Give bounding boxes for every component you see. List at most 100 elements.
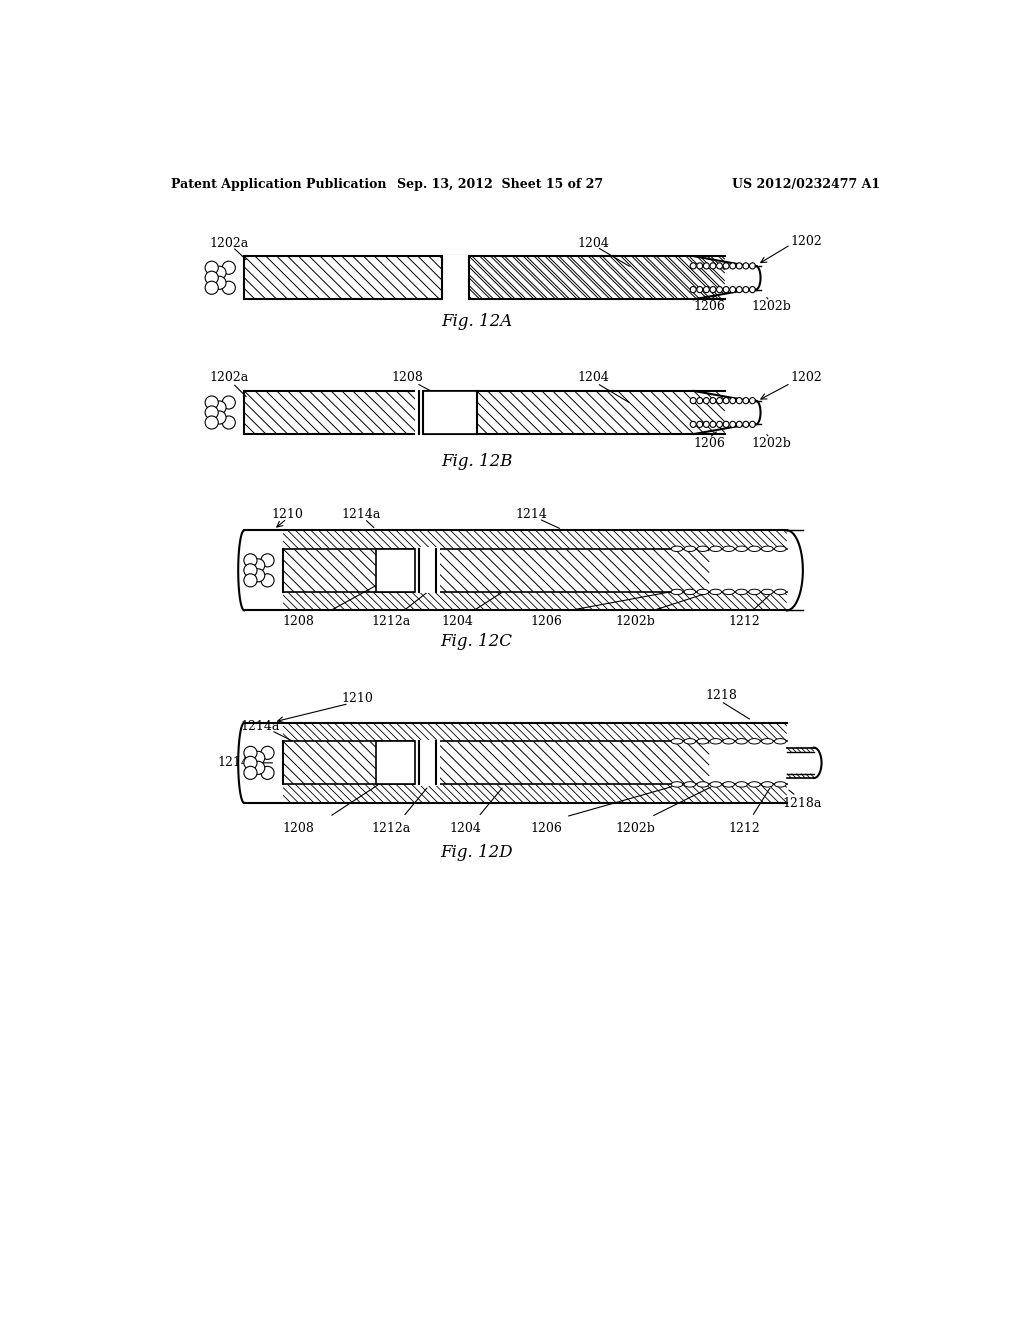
Ellipse shape <box>671 739 683 744</box>
Text: 1214: 1214 <box>217 756 249 770</box>
Ellipse shape <box>703 263 710 269</box>
Ellipse shape <box>750 421 756 428</box>
Text: 1210: 1210 <box>341 693 373 705</box>
Ellipse shape <box>736 286 742 293</box>
Circle shape <box>205 261 218 275</box>
Ellipse shape <box>762 589 773 594</box>
Circle shape <box>252 762 265 775</box>
Bar <box>415 739 439 785</box>
Ellipse shape <box>774 589 786 594</box>
Text: Fig. 12D: Fig. 12D <box>440 845 513 862</box>
Text: 1204: 1204 <box>578 236 609 249</box>
Ellipse shape <box>736 263 742 269</box>
Circle shape <box>213 411 226 424</box>
Text: 1212a: 1212a <box>372 615 411 628</box>
Text: 1206: 1206 <box>530 615 562 628</box>
Circle shape <box>205 281 218 294</box>
Bar <box>376 549 415 591</box>
Ellipse shape <box>736 397 742 404</box>
Circle shape <box>252 558 265 572</box>
Ellipse shape <box>684 781 695 787</box>
Ellipse shape <box>735 589 748 594</box>
Text: 1206: 1206 <box>693 300 726 313</box>
Text: US 2012/0232477 A1: US 2012/0232477 A1 <box>731 178 880 190</box>
Text: 1214: 1214 <box>515 508 548 520</box>
Text: 1218: 1218 <box>706 689 737 702</box>
Circle shape <box>261 746 274 759</box>
Text: Fig. 12C: Fig. 12C <box>440 634 513 651</box>
Ellipse shape <box>710 421 716 428</box>
Ellipse shape <box>684 546 695 552</box>
Circle shape <box>205 396 218 409</box>
Text: Fig. 12A: Fig. 12A <box>441 313 512 330</box>
Text: 1202b: 1202b <box>752 437 792 450</box>
Ellipse shape <box>735 546 748 552</box>
Ellipse shape <box>774 781 786 787</box>
Text: 1202b: 1202b <box>752 300 792 313</box>
Circle shape <box>261 554 274 566</box>
Ellipse shape <box>710 397 716 404</box>
Ellipse shape <box>690 397 696 404</box>
Ellipse shape <box>730 263 735 269</box>
Circle shape <box>222 261 236 275</box>
Text: Sep. 13, 2012  Sheet 15 of 27: Sep. 13, 2012 Sheet 15 of 27 <box>397 178 603 190</box>
Ellipse shape <box>730 421 735 428</box>
Ellipse shape <box>774 739 786 744</box>
Circle shape <box>244 767 257 779</box>
Ellipse shape <box>697 589 709 594</box>
Text: Fig. 12B: Fig. 12B <box>441 453 512 470</box>
Circle shape <box>244 756 257 770</box>
Circle shape <box>205 271 218 284</box>
Ellipse shape <box>684 739 695 744</box>
Text: 1218a: 1218a <box>783 797 822 810</box>
Bar <box>442 255 469 301</box>
Circle shape <box>252 569 265 582</box>
Text: 1202: 1202 <box>791 371 822 384</box>
Text: 1208: 1208 <box>283 822 314 834</box>
Ellipse shape <box>671 589 683 594</box>
Ellipse shape <box>742 397 749 404</box>
Ellipse shape <box>723 546 734 552</box>
Text: 1214a: 1214a <box>341 508 381 520</box>
Ellipse shape <box>710 739 722 744</box>
Ellipse shape <box>723 421 729 428</box>
Ellipse shape <box>696 263 702 269</box>
Ellipse shape <box>710 589 722 594</box>
Ellipse shape <box>710 546 722 552</box>
Ellipse shape <box>671 546 683 552</box>
Ellipse shape <box>723 286 729 293</box>
Ellipse shape <box>703 421 710 428</box>
Text: 1208: 1208 <box>283 615 314 628</box>
Circle shape <box>261 574 274 587</box>
Circle shape <box>244 574 257 587</box>
Ellipse shape <box>690 263 696 269</box>
Ellipse shape <box>696 421 702 428</box>
Circle shape <box>213 267 226 280</box>
Ellipse shape <box>762 546 773 552</box>
Circle shape <box>222 396 236 409</box>
Ellipse shape <box>750 397 756 404</box>
Text: 1208: 1208 <box>391 371 423 384</box>
Bar <box>415 548 439 594</box>
Circle shape <box>205 407 218 418</box>
Ellipse shape <box>749 589 760 594</box>
Ellipse shape <box>730 286 735 293</box>
Ellipse shape <box>742 286 749 293</box>
Ellipse shape <box>730 397 735 404</box>
Ellipse shape <box>717 397 723 404</box>
Circle shape <box>222 281 236 294</box>
Ellipse shape <box>742 263 749 269</box>
Text: 1204: 1204 <box>450 822 481 834</box>
Ellipse shape <box>723 589 734 594</box>
Ellipse shape <box>717 263 723 269</box>
Ellipse shape <box>762 781 773 787</box>
Circle shape <box>244 554 257 566</box>
Ellipse shape <box>723 397 729 404</box>
Text: 1210: 1210 <box>271 508 303 520</box>
Circle shape <box>244 564 257 577</box>
Ellipse shape <box>723 781 734 787</box>
Ellipse shape <box>684 589 695 594</box>
Ellipse shape <box>749 739 760 744</box>
Text: 1212: 1212 <box>728 615 760 628</box>
Ellipse shape <box>696 286 702 293</box>
